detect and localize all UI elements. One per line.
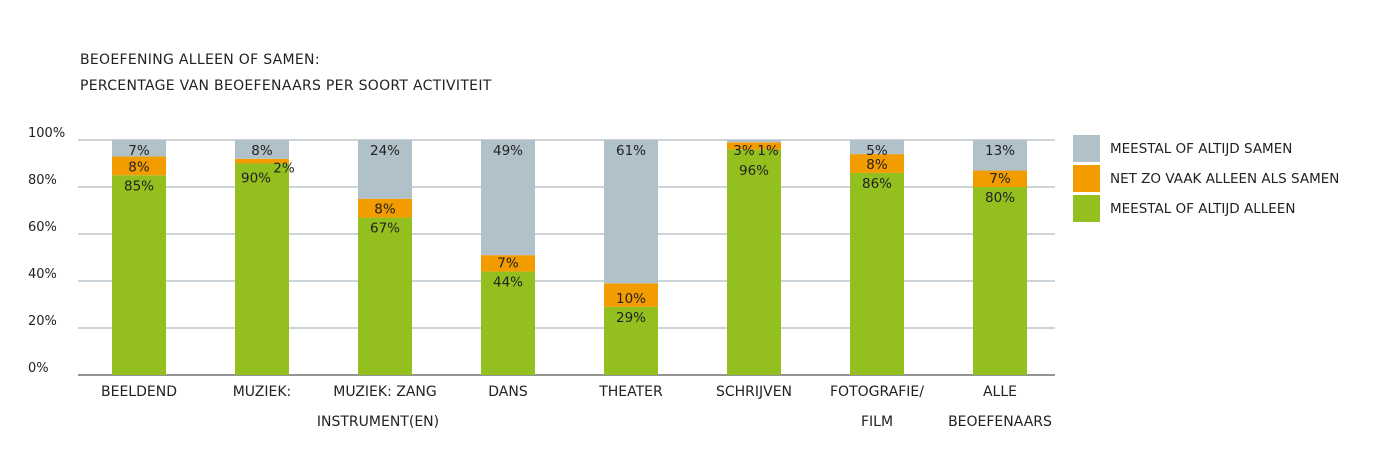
y-tick-label: 0% <box>28 361 49 376</box>
bar-segment-together <box>850 140 904 155</box>
bar-segment-both <box>727 142 781 150</box>
x-tick-label: FOTOGRAFIE/ <box>830 384 924 400</box>
data-label-together: 5% <box>866 143 888 159</box>
bar-segment-together <box>727 140 781 143</box>
data-label-alone: 85% <box>124 178 154 194</box>
data-label-both: 7% <box>989 171 1011 187</box>
x-tick-label: ALLE <box>983 384 1017 400</box>
x-tick-label: INSTRUMENT(EN) <box>317 414 439 430</box>
data-label-together: 1% <box>757 143 779 159</box>
data-label-together: 13% <box>985 143 1015 159</box>
y-tick-label: 100% <box>28 126 65 141</box>
bar-segment-together <box>112 140 166 157</box>
bar-segment-alone <box>850 172 904 375</box>
data-label-both: 8% <box>866 157 888 173</box>
bar-segment-together <box>973 140 1027 171</box>
data-label-together: 61% <box>616 143 646 159</box>
legend-swatch <box>1073 135 1100 162</box>
y-tick-label: 40% <box>28 267 57 282</box>
bar-segment-both <box>235 158 289 164</box>
bar-segment-together <box>604 140 658 284</box>
bar-segment-both <box>358 198 412 218</box>
x-tick-label: SCHRIJVEN <box>716 384 792 400</box>
bar-segment-both <box>481 255 535 272</box>
x-tick-label: BEELDEND <box>101 384 177 400</box>
bar-segment-together <box>358 140 412 199</box>
x-tick-label: MUZIEK: <box>233 384 292 400</box>
bar-segment-both <box>973 170 1027 187</box>
x-tick-label: THEATER <box>598 384 663 400</box>
x-tick-label: FILM <box>861 414 893 430</box>
data-label-alone: 86% <box>862 176 892 192</box>
data-label-alone: 80% <box>985 190 1015 206</box>
bar-segment-both <box>604 283 658 307</box>
data-label-together: 24% <box>370 143 400 159</box>
data-label-both: 2% <box>273 161 295 177</box>
bar-segment-alone <box>112 175 166 375</box>
data-label-alone: 44% <box>493 275 523 291</box>
y-tick-label: 60% <box>28 220 57 235</box>
legend-label: MEESTAL OF ALTIJD SAMEN <box>1110 141 1292 157</box>
bar-segment-alone <box>358 217 412 375</box>
chart-title-line-1: BEOEFENING ALLEEN OF SAMEN: <box>80 52 320 68</box>
x-tick-label: BEOEFENAARS <box>948 414 1052 430</box>
x-tick-label: MUZIEK: ZANG <box>333 384 436 400</box>
chart-title-line-2: PERCENTAGE VAN BEOEFENAARS PER SOORT ACT… <box>80 78 492 94</box>
y-tick-label: 80% <box>28 173 57 188</box>
legend-label: NET ZO VAAK ALLEEN ALS SAMEN <box>1110 171 1339 187</box>
bar-segment-alone <box>604 306 658 375</box>
x-tick-label: DANS <box>488 384 528 400</box>
bar-segment-both <box>112 156 166 176</box>
data-label-alone: 67% <box>370 221 400 237</box>
bar-segment-alone <box>481 271 535 375</box>
bar-segment-together <box>235 140 289 159</box>
bar-segment-alone <box>973 187 1027 375</box>
data-label-alone: 90% <box>241 171 271 187</box>
data-label-alone: 29% <box>616 310 646 326</box>
data-label-both: 10% <box>616 291 646 307</box>
data-label-both: 8% <box>128 159 150 175</box>
data-label-alone: 96% <box>739 163 769 179</box>
bar-segment-alone <box>727 149 781 375</box>
data-label-both: 8% <box>374 202 396 218</box>
data-label-together: 8% <box>251 143 273 159</box>
bar-segment-alone <box>235 163 289 375</box>
bar-segment-together <box>481 140 535 256</box>
data-label-both: 3% <box>733 143 755 159</box>
data-label-together: 49% <box>493 143 523 159</box>
data-label-both: 7% <box>497 256 519 272</box>
legend-swatch <box>1073 195 1100 222</box>
legend-label: MEESTAL OF ALTIJD ALLEEN <box>1110 201 1295 217</box>
y-tick-label: 20% <box>28 314 57 329</box>
data-label-together: 7% <box>128 143 150 159</box>
legend-swatch <box>1073 165 1100 192</box>
bar-segment-both <box>850 154 904 173</box>
